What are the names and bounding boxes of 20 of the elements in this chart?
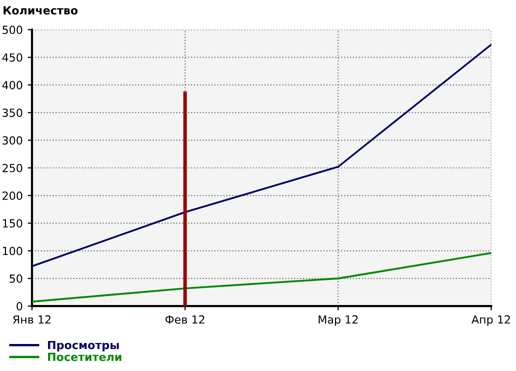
x-tick-label: Фев 12 bbox=[165, 315, 204, 324]
y-tick-label: 50 bbox=[10, 274, 22, 283]
y-tick-label: 400 bbox=[2, 80, 22, 90]
line-series bbox=[32, 44, 492, 268]
y-tick-label: 250 bbox=[2, 164, 22, 172]
y-tick-label: 100 bbox=[2, 246, 22, 256]
legend-label: Просмотры bbox=[48, 340, 119, 352]
y-tick-label: 450 bbox=[2, 53, 22, 62]
y-tick-label: 300 bbox=[2, 136, 22, 145]
legend-label: Посетители bbox=[48, 352, 122, 362]
y-tick-label: 350 bbox=[2, 108, 22, 117]
y-tick-label: 200 bbox=[2, 191, 22, 200]
x-tick-label: Апр 12 bbox=[472, 315, 510, 326]
x-tick-label: Мар 12 bbox=[318, 315, 358, 326]
y-tick-label: 500 bbox=[2, 26, 22, 34]
x-tick-label: Янв 12 bbox=[13, 315, 50, 324]
y-tick-label: 150 bbox=[2, 219, 22, 228]
y-axis-title: Количество bbox=[4, 6, 78, 15]
line-series bbox=[32, 252, 492, 303]
y-tick-label: 0 bbox=[16, 302, 22, 310]
